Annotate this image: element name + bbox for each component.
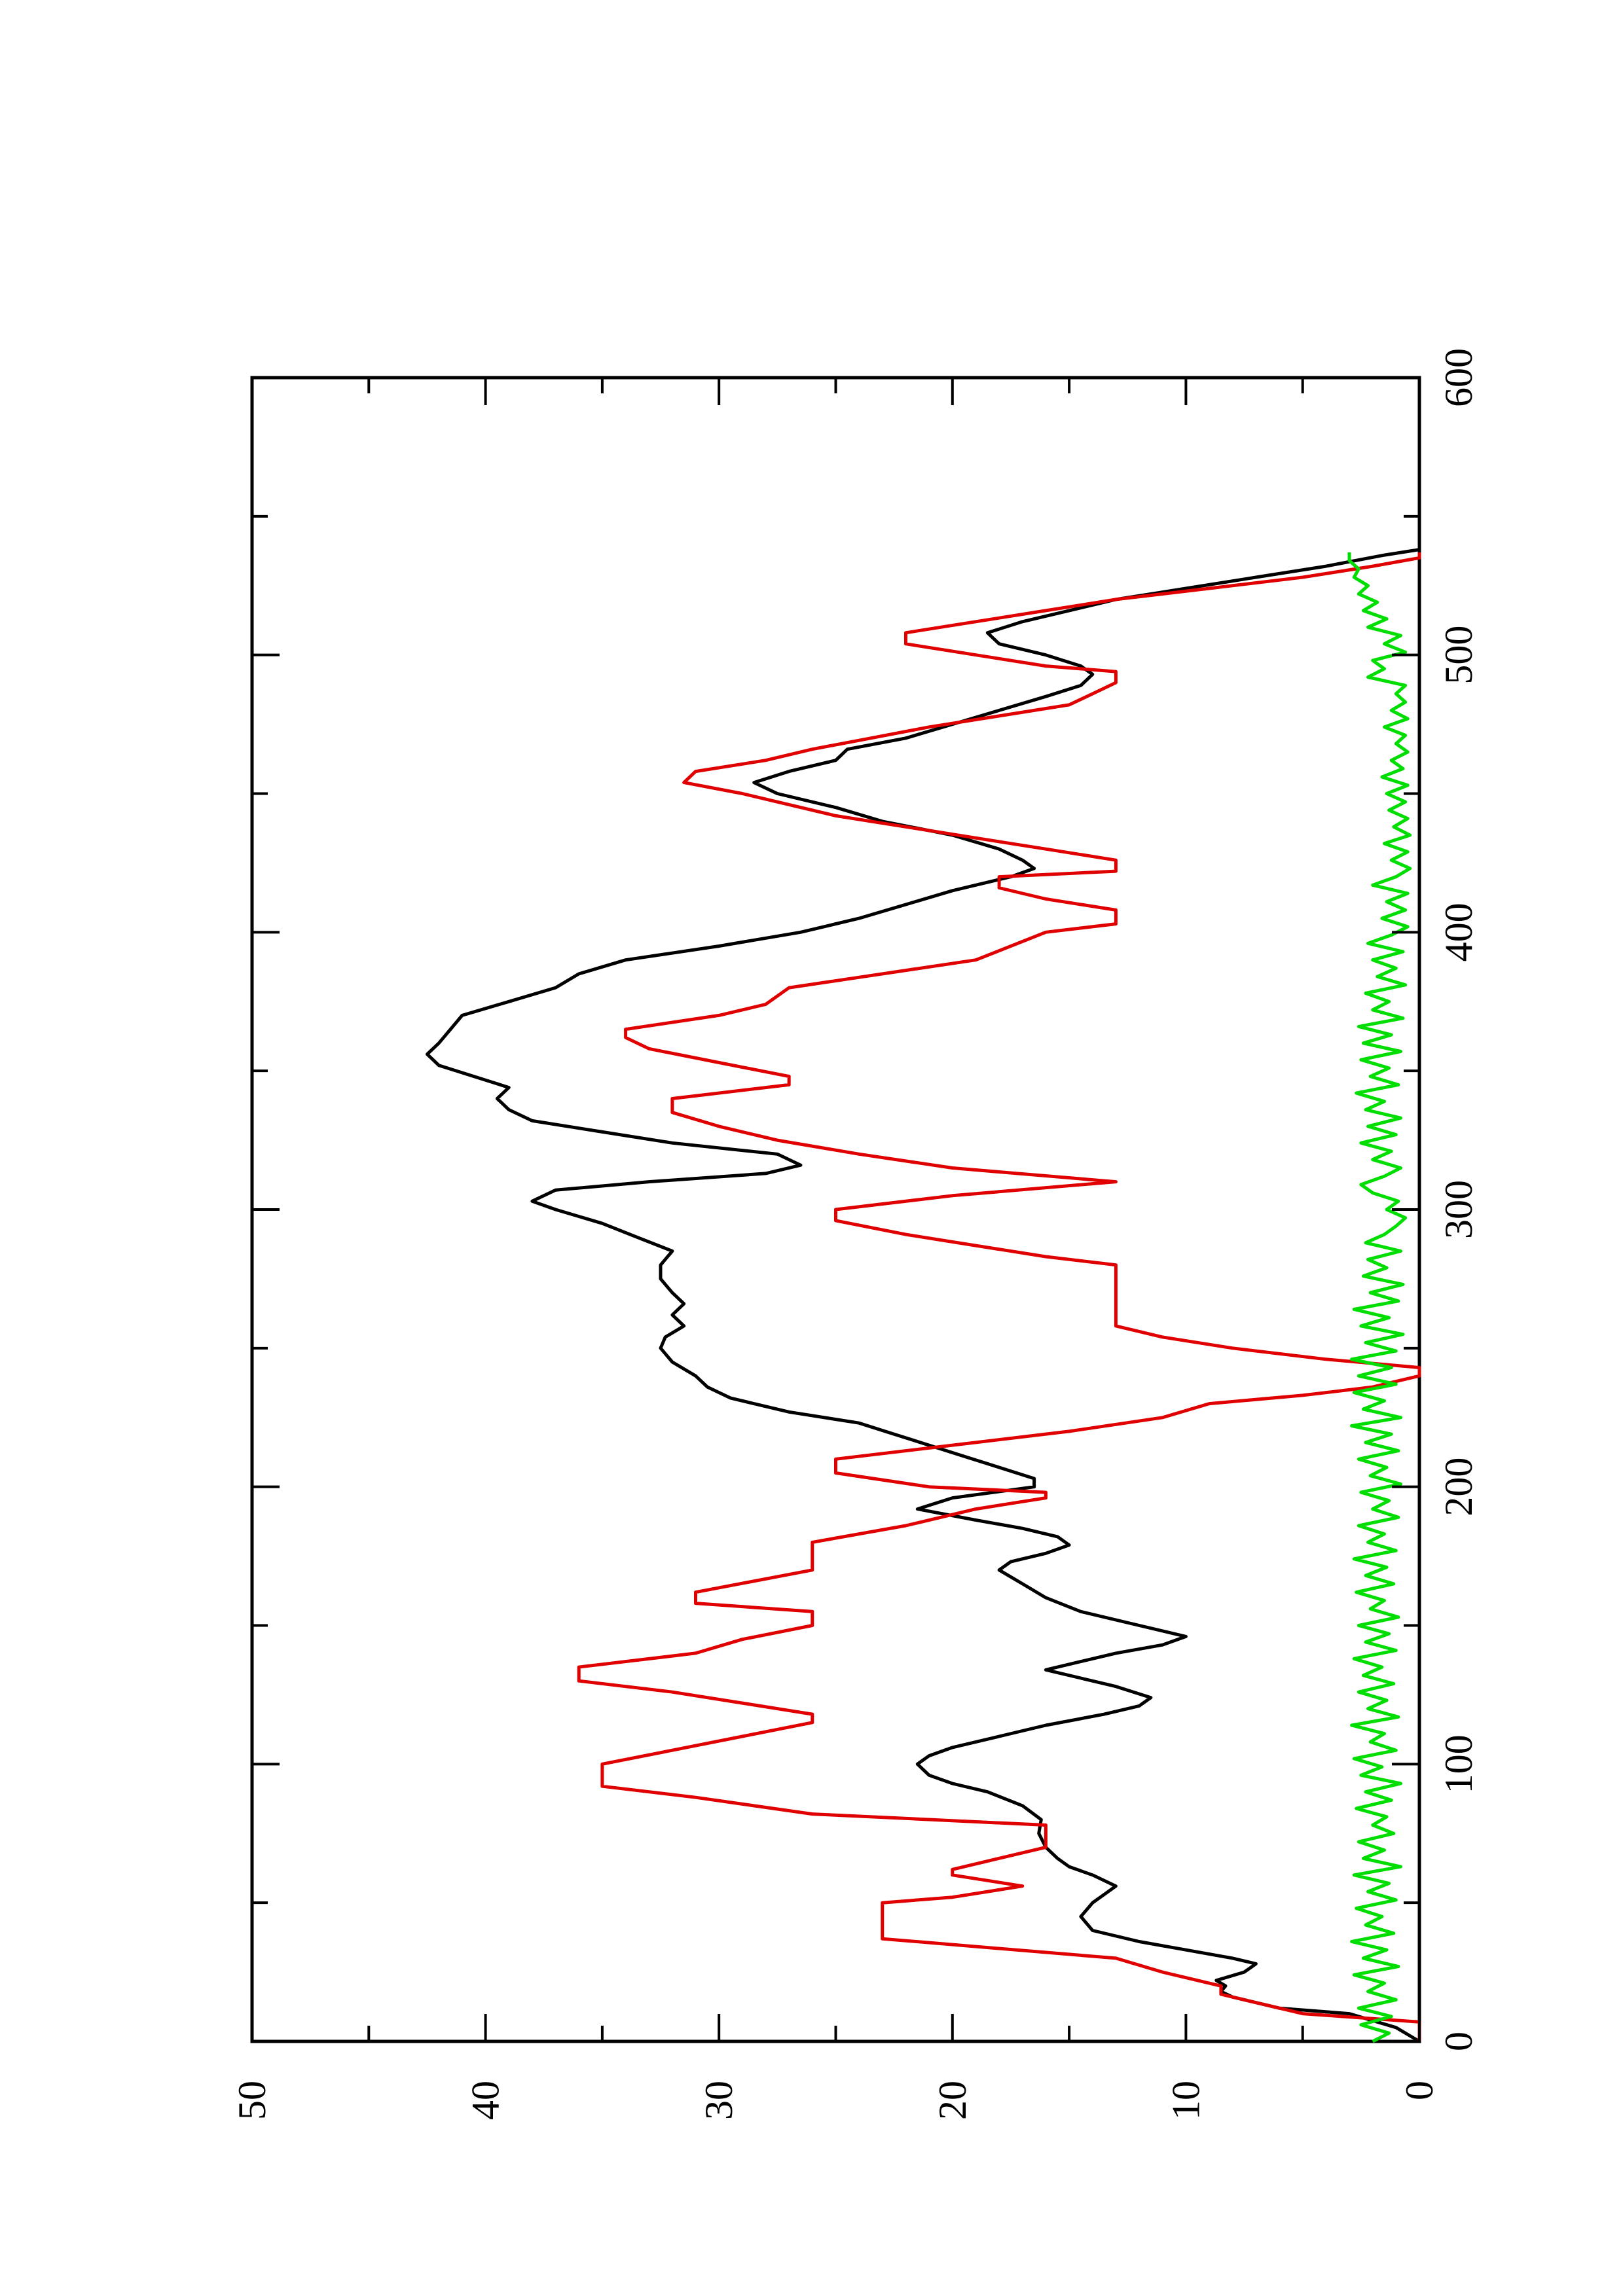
y-tick-label: 20 xyxy=(931,2081,974,2120)
y-tick-label: 30 xyxy=(697,2081,740,2120)
x-tick-label: 0 xyxy=(1437,2032,1480,2051)
x-tick-label: 200 xyxy=(1437,1458,1480,1516)
y-tick-label: 50 xyxy=(230,2081,274,2120)
series-line-1 xyxy=(426,548,1421,2043)
x-tick-label: 600 xyxy=(1437,348,1480,407)
series-line-2 xyxy=(577,552,1421,2041)
y-axis-ticks xyxy=(251,378,1421,2041)
x-axis-tick-labels: 0 100 200 300 400 500 600 xyxy=(1437,348,1480,2051)
series-layer xyxy=(426,548,1421,2043)
x-axis-ticks xyxy=(252,376,1419,2043)
x-tick-label: 500 xyxy=(1437,626,1480,685)
x-tick-label: 100 xyxy=(1437,1734,1480,1793)
y-axis-tick-labels: 0 10 20 30 40 50 xyxy=(230,2081,1441,2120)
x-tick-label: 400 xyxy=(1437,903,1480,961)
y-tick-label: 10 xyxy=(1164,2081,1207,2120)
series-line-3 xyxy=(1347,552,1412,2043)
x-tick-label: 300 xyxy=(1437,1180,1480,1239)
y-tick-label: 0 xyxy=(1398,2081,1441,2100)
y-tick-label: 40 xyxy=(464,2081,507,2120)
